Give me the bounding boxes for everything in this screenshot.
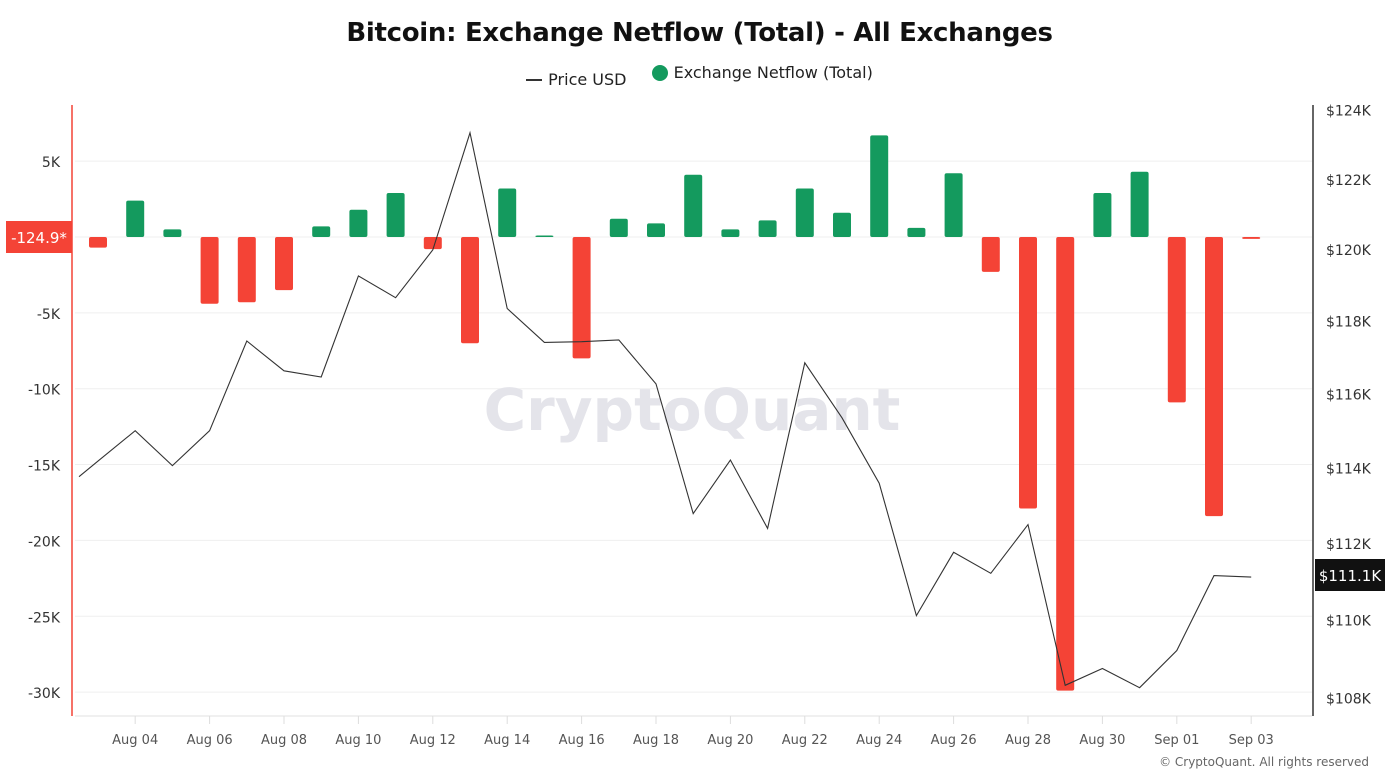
x-axis-tick-label: Aug 12 — [410, 733, 456, 748]
netflow-bar[interactable] — [795, 188, 814, 237]
netflow-bar[interactable] — [386, 193, 405, 237]
netflow-bar[interactable] — [684, 174, 703, 237]
x-axis-tick-label: Aug 24 — [856, 733, 902, 748]
right-axis-tick-label: $118K — [1326, 315, 1372, 331]
x-axis-tick-label: Aug 04 — [112, 733, 158, 748]
netflow-bar[interactable] — [1242, 237, 1261, 239]
legend-label-netflow: Exchange Netflow (Total) — [673, 63, 873, 82]
legend-item-price[interactable]: Price USD — [526, 70, 626, 89]
netflow-bar[interactable] — [1093, 193, 1112, 237]
netflow-bar[interactable] — [1167, 237, 1186, 403]
right-axis-tick-label: $114K — [1326, 461, 1372, 477]
x-axis-tick-label: Aug 20 — [707, 733, 753, 748]
right-axis: $124K $122K $120K $118K $116K $114K $112K $110K… — [1312, 104, 1372, 716]
netflow-bar[interactable] — [275, 237, 293, 291]
x-axis-tick-label: Aug 16 — [559, 733, 605, 748]
left-axis-tick-label: -15K — [28, 459, 61, 475]
netflow-bar[interactable] — [1130, 171, 1149, 237]
x-axis-tick-label: Sep 01 — [1154, 733, 1199, 748]
netflow-bar[interactable] — [423, 237, 442, 250]
netflow-bar[interactable] — [833, 212, 851, 237]
netflow-bar[interactable] — [647, 223, 665, 237]
left-current-value-badge: -124.9* — [6, 221, 72, 253]
x-axis-tick-label: Aug 30 — [1079, 733, 1125, 748]
netflow-bar[interactable] — [870, 135, 889, 237]
netflow-bar[interactable] — [609, 218, 628, 237]
watermark: CryptoQuant — [484, 376, 901, 444]
x-axis-tick-label: Aug 28 — [1005, 733, 1051, 748]
netflow-bar[interactable] — [1205, 237, 1223, 517]
netflow-bar[interactable] — [721, 229, 740, 237]
legend-item-netflow[interactable]: Exchange Netflow (Total) — [651, 63, 873, 82]
netflow-bar[interactable] — [944, 173, 963, 237]
right-axis-tick-label: $116K — [1326, 387, 1372, 403]
x-axis-tick-label: Aug 18 — [633, 733, 679, 748]
right-axis-tick-label: $112K — [1326, 537, 1372, 553]
netflow-bar[interactable] — [1019, 237, 1037, 509]
netflow-bar[interactable] — [758, 220, 777, 237]
netflow-bar[interactable] — [907, 227, 926, 237]
left-axis-tick-label: -5K — [37, 307, 61, 323]
left-axis-tick-label: -25K — [28, 610, 61, 626]
copyright: © CryptoQuant. All rights reserved — [1159, 755, 1369, 769]
netflow-bar[interactable] — [535, 235, 554, 237]
netflow-bar[interactable] — [200, 237, 219, 304]
netflow-bar[interactable] — [1056, 237, 1075, 691]
netflow-bar[interactable] — [349, 209, 368, 237]
x-axis-tick-label: Aug 06 — [187, 733, 233, 748]
left-axis: 5K -5K -10K -15K -20K -25K -30K — [28, 105, 73, 716]
right-axis-tick-label: $120K — [1326, 243, 1372, 259]
right-current-value: $111.1K — [1319, 567, 1382, 585]
x-axis: Aug 04 Aug 06 Aug 08 Aug 10 Aug 12 Aug 14 Aug … — [112, 716, 1274, 748]
left-axis-tick-label: 5K — [42, 155, 61, 171]
netflow-bar[interactable] — [163, 229, 182, 237]
right-axis-tick-label: $122K — [1326, 173, 1372, 189]
line-swatch-icon — [526, 79, 543, 81]
netflow-bar[interactable] — [498, 188, 517, 237]
left-axis-tick-label: -30K — [28, 686, 61, 702]
x-axis-tick-label: Aug 10 — [335, 733, 381, 748]
netflow-bar[interactable] — [126, 200, 145, 237]
right-current-value-badge: $111.1K — [1315, 559, 1385, 591]
left-axis-tick-label: -20K — [28, 534, 61, 550]
right-axis-tick-label: $110K — [1326, 613, 1372, 629]
netflow-bar[interactable] — [572, 237, 591, 359]
right-axis-tick-label: $108K — [1326, 692, 1372, 708]
chart-title: Bitcoin: Exchange Netflow (Total) - All … — [346, 18, 1053, 48]
x-axis-tick-label: Aug 26 — [931, 733, 977, 748]
price-line — [78, 130, 1252, 689]
x-axis-tick-label: Sep 03 — [1229, 733, 1274, 748]
right-axis-tick-label: $124K — [1326, 104, 1372, 120]
netflow-bars — [89, 135, 1261, 691]
netflow-bar[interactable] — [89, 237, 107, 248]
x-axis-tick-label: Aug 08 — [261, 733, 307, 748]
legend-label-price: Price USD — [548, 70, 627, 90]
netflow-bar[interactable] — [981, 237, 1000, 272]
dot-swatch-icon — [651, 64, 668, 81]
left-axis-tick-label: -10K — [28, 383, 61, 399]
left-current-value: -124.9* — [11, 229, 67, 247]
netflow-bar[interactable] — [461, 237, 479, 344]
legend: Price USD Exchange Netflow (Total) — [0, 63, 1399, 89]
netflow-bar[interactable] — [237, 237, 256, 303]
netflow-bar[interactable] — [312, 226, 331, 237]
x-axis-tick-label: Aug 22 — [782, 733, 828, 748]
x-axis-tick-label: Aug 14 — [484, 733, 530, 748]
